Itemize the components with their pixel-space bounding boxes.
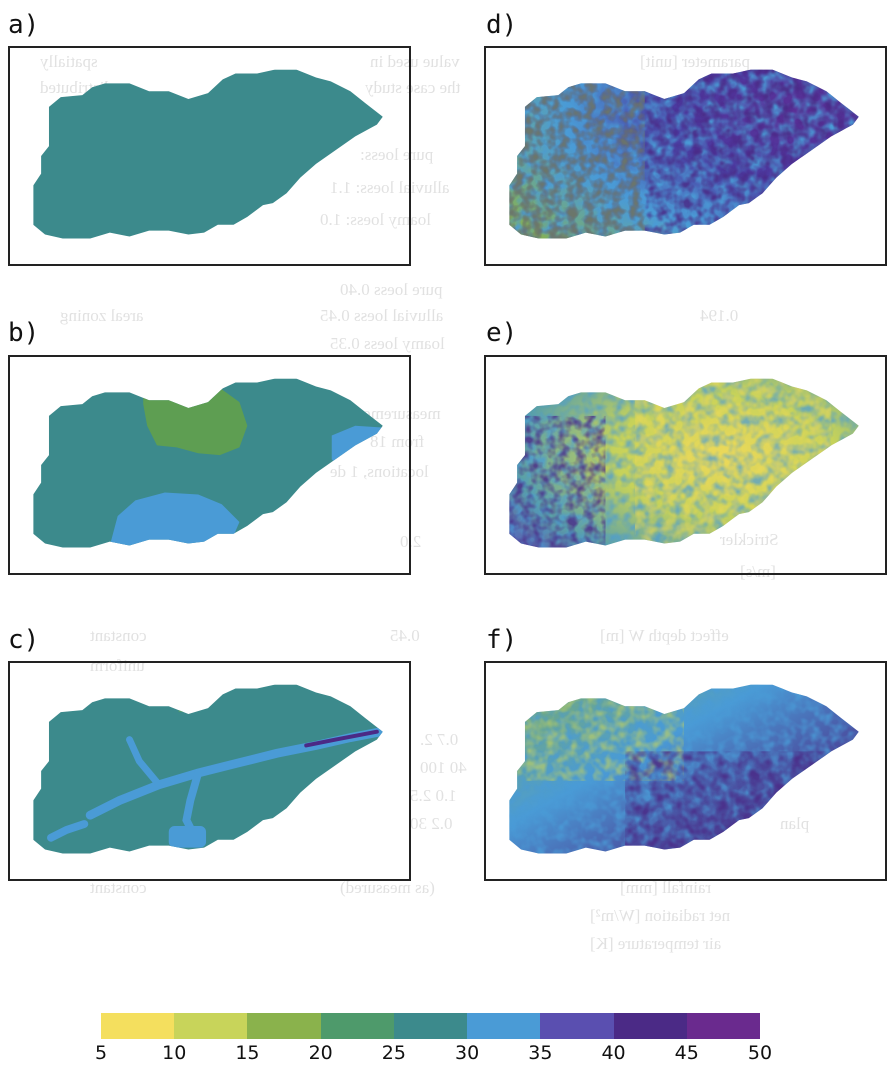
color-swatch <box>540 1013 614 1039</box>
panel-label-b: b) <box>8 318 40 348</box>
bleed-text: pure loess 0.40 <box>340 280 443 299</box>
bleed-text: 0.194 <box>700 306 739 325</box>
bleed-text: 0.7 2. <box>420 730 459 749</box>
map-panel-a <box>8 46 411 266</box>
bleed-text: 0.2 30 <box>410 814 453 833</box>
bleed-text: air temperature [K] <box>590 934 722 953</box>
catchment-area <box>509 378 859 548</box>
map-b-svg <box>33 378 383 548</box>
map-a-svg <box>33 69 383 239</box>
tick-label: 40 <box>601 1042 626 1064</box>
map-panel-c <box>8 661 411 881</box>
bleed-text: areal zoning <box>60 306 144 325</box>
stream-west <box>47 820 89 842</box>
color-swatch <box>467 1013 541 1039</box>
stream-pool <box>168 825 207 848</box>
color-swatch <box>393 1013 468 1039</box>
color-scale-ticks: 5 10 15 20 25 30 35 40 45 50 <box>95 1042 772 1065</box>
bleed-text: 40 100 <box>420 758 467 777</box>
catchment-area <box>509 684 859 854</box>
bleed-text: rainfall [mm] <box>620 878 712 897</box>
color-swatch <box>613 1013 687 1039</box>
bleed-text: loamy loess 0.35 <box>330 334 445 353</box>
catchment-area <box>33 69 383 239</box>
panel-label-f: f) <box>486 625 518 655</box>
tick-label: 10 <box>162 1042 187 1064</box>
catchment-area <box>509 69 859 239</box>
bleed-text: 0.45 <box>390 626 420 645</box>
color-swatch <box>247 1013 321 1039</box>
map-panel-b <box>8 355 411 575</box>
tick-label: 20 <box>308 1042 333 1064</box>
map-panel-f <box>484 661 887 881</box>
map-d-svg <box>509 69 859 239</box>
tick-label: 25 <box>381 1042 406 1064</box>
color-swatch <box>320 1013 394 1039</box>
bleed-text: net radiation [W/m²] <box>590 906 731 925</box>
stream-branch <box>126 736 163 789</box>
tick-label: 5 <box>94 1042 108 1064</box>
bleed-text: constant <box>90 878 147 897</box>
panel-label-e: e) <box>486 318 518 348</box>
color-swatch <box>174 1013 248 1039</box>
bleed-text: effect depth W [m] <box>600 626 729 645</box>
tick-label: 50 <box>747 1042 773 1064</box>
catchment-area <box>33 378 383 548</box>
color-scale-bar <box>101 1013 760 1039</box>
map-panel-d <box>484 46 887 266</box>
stream-main-dark <box>304 729 379 748</box>
map-c-svg <box>33 684 383 854</box>
panel-label-a: a) <box>8 10 40 40</box>
map-panel-e <box>484 355 887 575</box>
catchment-area <box>33 684 383 854</box>
color-swatch <box>686 1013 760 1039</box>
map-e-svg <box>509 378 859 548</box>
bleed-text: alluvial loess 0.45 <box>320 306 444 325</box>
zone-blue-south <box>109 492 240 548</box>
tick-label: 45 <box>674 1042 699 1064</box>
color-swatch <box>101 1013 175 1039</box>
zone-green <box>143 386 248 456</box>
tick-label: 30 <box>455 1042 480 1064</box>
zone-blue-east <box>331 425 383 473</box>
tick-label: 15 <box>235 1042 260 1064</box>
bleed-text: 1.0 2.5 <box>410 786 457 805</box>
tick-label: 35 <box>528 1042 553 1064</box>
panel-label-d: d) <box>486 10 518 40</box>
bleed-text: constant <box>90 626 147 645</box>
bleed-text: (as measured) <box>340 878 435 897</box>
panel-label-c: c) <box>8 625 40 655</box>
green-spot <box>178 706 185 713</box>
map-f-svg <box>509 684 859 854</box>
